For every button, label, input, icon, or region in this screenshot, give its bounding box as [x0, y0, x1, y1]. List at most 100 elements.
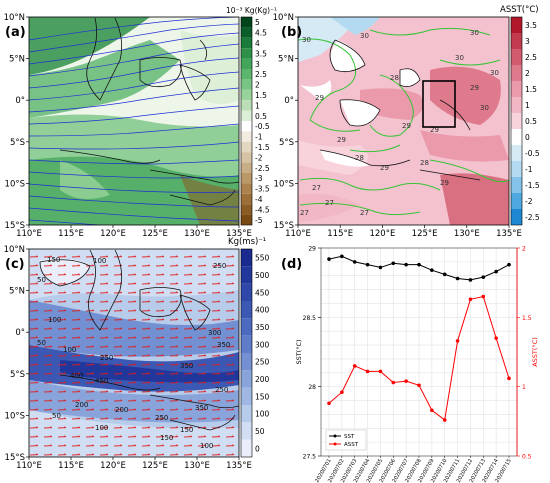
lat-label: 15°S	[5, 453, 25, 463]
panel-b-colorbar-title: ASST(°C)	[500, 5, 539, 15]
colorbar-frame	[240, 16, 253, 226]
colorbar-swatch	[241, 266, 252, 284]
series-point-sst	[365, 262, 370, 267]
lat-label: 5°N	[9, 55, 25, 65]
series-point-sst	[352, 260, 357, 264]
colorbar-tick-label: -1.5	[255, 143, 270, 152]
series-point-sst	[494, 269, 498, 274]
colorbar-tick-label: 2.5	[525, 53, 537, 62]
colorbar-swatch	[241, 249, 252, 267]
colorbar-swatch	[511, 49, 522, 65]
series-point-sst	[404, 262, 408, 267]
contour-label: 28	[420, 159, 429, 167]
contour-label: 350	[195, 404, 208, 412]
y-tick-label: 27.5	[303, 454, 317, 461]
contour-label: 50	[52, 412, 61, 420]
colorbar-tick-label: 1.5	[255, 91, 267, 100]
contour-label: 29	[440, 179, 449, 187]
lat-label: 10°S	[5, 411, 25, 421]
series-point-asst	[417, 383, 421, 388]
colorbar-swatch	[241, 152, 252, 163]
series-point-asst	[455, 339, 460, 343]
series-point-sst	[417, 262, 421, 267]
colorbar-tick-label: 100	[255, 410, 270, 419]
series-point-sst	[327, 257, 331, 261]
panel-a: (a) 5 4.543.5 32.5 21.51 0.5-0.5 -1-1.5-2 -2.5…	[4, 6, 278, 239]
lon-label: 135°E	[226, 229, 252, 239]
colorbar-swatch	[511, 145, 522, 161]
lon-label: 120°E	[100, 229, 126, 239]
series-point-asst	[340, 390, 344, 395]
series-point-asst	[507, 376, 511, 381]
colorbar-tick-label: -4.5	[255, 205, 270, 214]
colorbar-swatch	[241, 17, 252, 28]
contour-label: 30	[470, 29, 479, 37]
panel-a-lon-labels: 110°E 115°E 120°E 125°E 130°E 135°E	[16, 225, 252, 239]
sst-contours	[298, 27, 509, 216]
contour-label: 30	[360, 32, 369, 40]
series-point-sst	[430, 268, 434, 272]
colorbar-tick-label: 450	[255, 288, 270, 297]
colorbar-swatch	[511, 65, 522, 81]
contour-label: 100	[63, 346, 76, 354]
colorbar-swatch	[241, 353, 252, 371]
y-tick-label: 28	[308, 384, 316, 391]
lat-label: 5°S	[10, 138, 25, 148]
contour-label: 400	[70, 372, 83, 380]
series-point-asst	[327, 401, 331, 406]
series-point-sst	[378, 265, 383, 270]
series-point-asst	[430, 408, 434, 413]
colorbar-tick-label: 2	[255, 81, 260, 90]
lat-label: 5°N	[278, 55, 294, 65]
contour-label: 50	[37, 339, 46, 347]
panel-d-label: (d)	[281, 257, 302, 272]
lon-label: 125°E	[412, 229, 438, 239]
colorbar-swatch	[511, 33, 522, 49]
colorbar-tick-label: 3.5	[525, 21, 537, 30]
panel-c-colorbar-title: Kg(ms)⁻¹	[228, 237, 266, 247]
colorbar-swatch	[511, 113, 522, 129]
legend: SST ASST	[325, 429, 367, 451]
lon-label: 130°E	[184, 461, 210, 471]
contour-label: 200	[115, 406, 128, 414]
colorbar-swatch	[241, 370, 252, 388]
lon-label: 115°E	[58, 461, 84, 471]
colorbar-swatch	[241, 110, 252, 121]
panel-b-colorbar: 3.5 3 2.5 2 1.5 1 0.5 0 -0.5 -1 -1.5 -2 -2.5	[510, 16, 540, 226]
colorbar-tick-label: 0.5	[525, 117, 537, 126]
colorbar-frame	[240, 248, 253, 458]
colorbar-tick-label: -2	[525, 197, 533, 206]
panel-a-colorbar: 5 4.543.5 32.5 21.51 0.5-0.5 -1-1.5-2 -2.5-3 -3…	[240, 16, 270, 226]
colorbar-swatch	[241, 387, 252, 405]
colorbar-tick-label: 4.5	[255, 29, 267, 38]
colorbar-swatch	[241, 89, 252, 101]
colorbar-tick-label: -0.5	[525, 149, 540, 158]
colorbar-tick-label: 3	[525, 37, 530, 46]
colorbar-tick-label: 4	[255, 39, 260, 48]
series-point-asst	[404, 379, 408, 383]
colorbar-tick-label: 1	[255, 101, 260, 110]
lat-label: 10°S	[274, 179, 294, 189]
colorbar-tick-label: 150	[255, 392, 270, 401]
y2-tick-label: 1.5	[522, 315, 532, 322]
series-point-asst	[494, 336, 498, 340]
lon-label: 125°E	[142, 229, 168, 239]
lon-label: 125°E	[142, 461, 168, 471]
contour-label: 29	[402, 122, 411, 130]
series-point-sst	[455, 276, 460, 281]
colorbar-swatch	[241, 405, 252, 423]
contour-label: 100	[200, 442, 213, 450]
legend-marker	[333, 442, 337, 446]
colorbar-swatch	[241, 27, 252, 38]
lat-label: 10°S	[5, 179, 25, 189]
colorbar-tick-label: -2	[255, 153, 263, 162]
y-tick-label: 28.5	[303, 315, 317, 322]
contour-label: 28	[390, 74, 399, 82]
lon-label: 110°E	[16, 229, 42, 239]
colorbar-tick-label: -2.5	[525, 213, 540, 222]
lat-label: 10°N	[4, 245, 25, 255]
lon-label: 135°E	[496, 229, 522, 239]
